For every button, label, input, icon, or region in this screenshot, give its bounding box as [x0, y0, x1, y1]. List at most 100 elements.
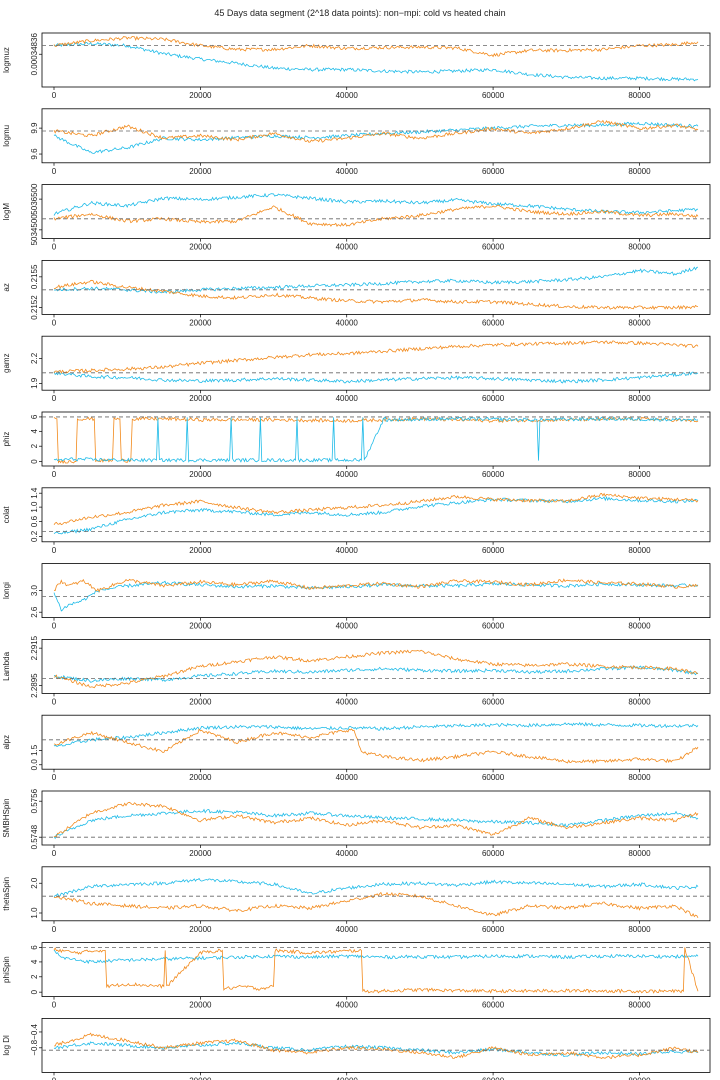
panel-frame: [41, 942, 711, 997]
panel-logmuz: 0 20000 40000 60000 80000 0.00034836 logmuz: [2, 32, 711, 100]
y-axis-label: gamz: [2, 353, 11, 373]
y-axis-label: logM: [2, 203, 11, 221]
x-tick-label: 0: [52, 1076, 57, 1080]
x-tick-label: 20000: [189, 167, 212, 176]
series-cold: [53, 121, 699, 154]
y-tick-label: 1.4: [30, 487, 39, 499]
series-cold: [53, 370, 699, 384]
series-cold: [53, 808, 699, 840]
x-tick-label: 60000: [482, 773, 505, 782]
y-tick-label: 0.5756: [30, 788, 39, 813]
x-tick-label: 0: [52, 243, 57, 252]
x-tick-label: 60000: [482, 243, 505, 252]
panel-phiz: 0 20000 40000 60000 80000 0 2 4 6 phiz: [2, 411, 711, 479]
y-axis-label: phiz: [2, 432, 11, 447]
x-tick-label: 60000: [482, 470, 505, 479]
panel-frame: [41, 563, 711, 618]
series-heated: [53, 649, 699, 689]
y-tick-label: −0.4: [30, 1024, 39, 1040]
panel-frame: [41, 259, 711, 315]
series-heated: [53, 801, 699, 838]
x-tick-label: 40000: [336, 470, 359, 479]
x-tick-label: 40000: [336, 91, 359, 100]
x-tick-label: 40000: [336, 925, 359, 934]
x-tick-label: 0: [52, 1001, 57, 1010]
x-tick-label: 60000: [482, 622, 505, 631]
y-tick-label: 2: [30, 974, 39, 979]
series-heated: [53, 204, 699, 227]
y-tick-label: 2.6: [30, 606, 39, 618]
panel-frame: [41, 108, 711, 164]
x-tick-label: 20000: [189, 1001, 212, 1010]
panel-frame: [41, 411, 711, 467]
panel-frame: [41, 32, 711, 88]
panel-frame: [41, 335, 711, 391]
x-tick-label: 0: [52, 546, 57, 555]
series-heated: [53, 947, 699, 994]
series-cold: [53, 949, 699, 965]
x-tick-label: 80000: [628, 622, 651, 631]
x-tick-label: 80000: [628, 91, 651, 100]
y-tick-label: 0.0: [30, 759, 39, 771]
x-tick-label: 60000: [482, 1001, 505, 1010]
series-cold: [53, 266, 699, 294]
y-axis-label: az: [2, 283, 11, 291]
x-tick-label: 20000: [189, 318, 212, 327]
series-cold: [53, 416, 699, 463]
x-tick-label: 80000: [628, 470, 651, 479]
x-tick-label: 80000: [628, 1001, 651, 1010]
x-tick-label: 0: [52, 167, 57, 176]
y-axis-label: SMBHSpin: [2, 798, 11, 837]
series-heated: [53, 416, 699, 464]
y-tick-label: 3.0: [30, 584, 39, 596]
y-tick-label: 0.5748: [30, 824, 39, 849]
x-tick-label: 0: [52, 470, 57, 479]
y-tick-label: 2.2915: [30, 635, 39, 660]
x-tick-label: 80000: [628, 243, 651, 252]
x-tick-label: 80000: [628, 925, 651, 934]
x-tick-label: 20000: [189, 1076, 212, 1080]
y-tick-label: 1.0: [30, 501, 39, 513]
x-tick-label: 0: [52, 91, 57, 100]
series-cold: [53, 41, 699, 82]
y-tick-label: 0.00034836: [30, 33, 39, 76]
series-heated: [53, 119, 699, 143]
series-heated: [53, 1032, 699, 1060]
y-axis-label: longi: [2, 582, 11, 599]
x-tick-label: 80000: [628, 394, 651, 403]
y-tick-label: 5036500: [30, 183, 39, 215]
x-tick-label: 60000: [482, 167, 505, 176]
x-tick-label: 20000: [189, 697, 212, 706]
series-heated: [53, 492, 699, 526]
y-tick-label: 0.2155: [30, 264, 39, 289]
x-tick-label: 40000: [336, 318, 359, 327]
x-tick-label: 40000: [336, 1001, 359, 1010]
y-tick-label: 6: [30, 414, 39, 419]
panel-alpz: 0 20000 40000 60000 80000 0.0 1.5 alpz: [2, 714, 711, 782]
y-tick-label: 6: [30, 945, 39, 950]
x-tick-label: 40000: [336, 167, 359, 176]
x-tick-label: 20000: [189, 243, 212, 252]
y-tick-label: 0: [30, 459, 39, 464]
series-cold: [53, 496, 699, 535]
x-tick-label: 80000: [628, 773, 651, 782]
x-tick-label: 40000: [336, 773, 359, 782]
figure-title: 45 Days data segment (2^18 data points):…: [214, 8, 505, 18]
x-tick-label: 60000: [482, 1076, 505, 1080]
y-tick-label: 4: [30, 959, 39, 964]
x-tick-label: 60000: [482, 697, 505, 706]
panel-thetaspin: 0 20000 40000 60000 80000 1.0 2.0 thetaSpin: [2, 866, 711, 934]
y-tick-label: 0: [30, 989, 39, 994]
x-tick-label: 20000: [189, 622, 212, 631]
series-heated: [53, 728, 699, 764]
panel-frame: [41, 639, 711, 694]
x-tick-label: 20000: [189, 849, 212, 858]
x-tick-label: 80000: [628, 1076, 651, 1080]
x-tick-label: 60000: [482, 849, 505, 858]
y-tick-label: 5034500: [30, 214, 39, 246]
y-tick-label: 2: [30, 443, 39, 448]
series-cold: [54, 665, 699, 683]
